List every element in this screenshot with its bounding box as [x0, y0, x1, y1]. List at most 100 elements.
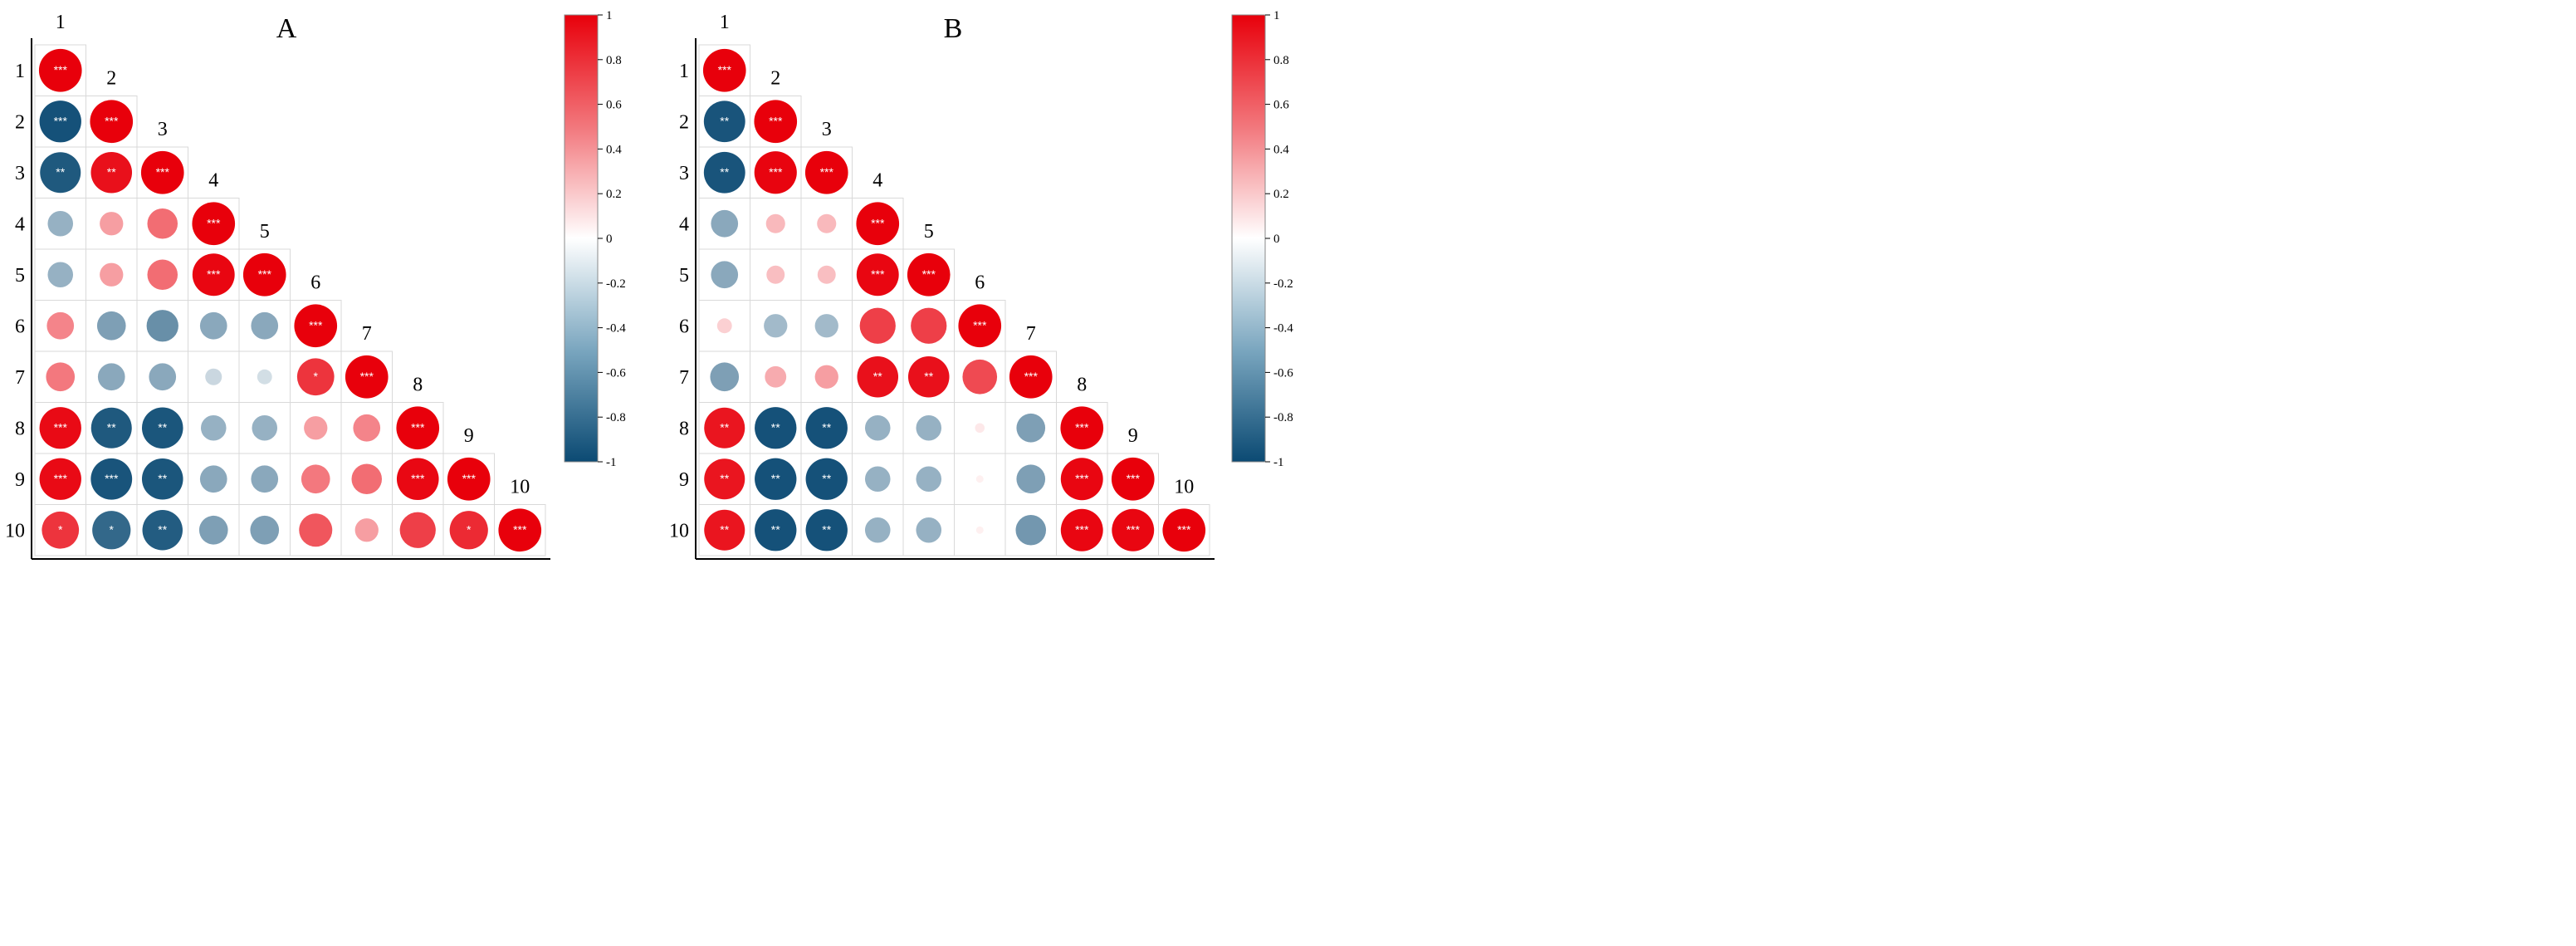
correlation-circle-10-1	[704, 509, 745, 551]
correlation-circle-4-1	[711, 209, 739, 238]
significance-stars: ***	[54, 420, 68, 434]
column-label: 3	[822, 119, 832, 140]
panel-title: B	[944, 13, 963, 44]
colorbar-tick-label: 0.8	[606, 54, 622, 67]
column-label: 8	[413, 375, 423, 396]
correlation-circle-7-4	[857, 355, 899, 398]
correlation-circle-3-1	[703, 151, 745, 194]
correlation-circle-8-3	[141, 407, 183, 449]
colorbar-tick-label: 0.4	[606, 143, 622, 156]
significance-stars: ***	[871, 267, 885, 281]
correlation-circle-10-6	[975, 526, 984, 534]
correlation-circle-9-3	[805, 458, 848, 500]
grid-cell	[1158, 504, 1210, 556]
correlation-circle-10-8	[399, 512, 436, 548]
significance-stars: ***	[922, 267, 936, 281]
correlation-circle-10-3	[142, 510, 183, 551]
correlation-circle-6-4	[199, 311, 227, 340]
correlation-circle-6-2	[764, 314, 788, 338]
colorbar-tick-label: 0.2	[606, 188, 622, 201]
significance-stars: **	[924, 370, 933, 383]
correlation-circle-4-3	[817, 213, 837, 233]
significance-stars: **	[873, 370, 882, 383]
significance-stars: ***	[973, 318, 987, 331]
correlation-circle-8-6	[975, 423, 985, 434]
correlation-circle-9-3	[141, 458, 183, 500]
correlation-circle-1-1	[702, 48, 746, 92]
correlation-circle-9-5	[251, 465, 279, 493]
significance-stars: ***	[411, 472, 425, 485]
correlation-circle-9-7	[1016, 464, 1046, 494]
correlation-circle-8-4	[200, 414, 227, 441]
correlation-circle-8-7	[353, 414, 381, 442]
correlation-circle-9-9	[447, 457, 491, 501]
correlation-circle-6-5	[911, 307, 947, 344]
significance-stars: ***	[258, 267, 272, 281]
significance-stars: ***	[54, 114, 68, 127]
row-label: 3	[679, 163, 689, 184]
correlation-circle-10-10	[498, 508, 542, 552]
correlation-panel-b: B***** ***** *** ********* ******** ** ***** **…	[669, 9, 1293, 560]
correlation-circle-3-2	[754, 151, 797, 194]
correlation-circle-4-3	[147, 208, 178, 239]
significance-stars: *	[467, 522, 472, 536]
colorbar-tick-label: -0.4	[1273, 322, 1293, 336]
correlation-circle-10-1	[42, 511, 80, 549]
row-label: 1	[679, 61, 689, 82]
correlation-circle-4-1	[47, 210, 74, 237]
row-label: 7	[679, 367, 689, 389]
correlation-circle-9-4	[864, 466, 891, 493]
significance-stars: **	[771, 522, 780, 536]
significance-stars: ***	[718, 63, 732, 76]
correlation-circle-6-2	[96, 311, 126, 341]
correlation-circle-10-3	[805, 509, 848, 551]
correlation-circle-6-1	[46, 311, 75, 340]
row-label: 6	[15, 316, 25, 337]
panel-title: A	[276, 13, 297, 44]
correlation-circle-9-1	[39, 458, 81, 500]
column-label: 3	[158, 119, 168, 140]
row-label: 7	[15, 367, 25, 389]
colorbar	[564, 14, 599, 463]
significance-stars: ***	[360, 370, 374, 383]
correlation-circle-10-9	[1112, 508, 1155, 551]
correlation-circle-3-2	[90, 151, 133, 194]
row-label: 1	[15, 61, 25, 82]
correlation-circle-10-8	[1060, 508, 1103, 551]
row-label: 9	[679, 469, 689, 491]
correlation-panel-a: A****** ***** ** ********* ******* ****** ** **…	[5, 9, 626, 560]
colorbar-tick-label: 0	[1273, 233, 1280, 246]
significance-stars: **	[107, 420, 116, 434]
correlation-circle-9-4	[199, 465, 227, 493]
significance-stars: ***	[54, 63, 68, 76]
correlation-circle-5-5	[907, 252, 951, 297]
column-label: 5	[924, 221, 934, 243]
correlation-circle-6-4	[859, 307, 896, 344]
correlation-circle-9-8	[1060, 458, 1103, 501]
column-label: 9	[1128, 425, 1138, 447]
colorbar-tick-label: -0.6	[606, 366, 626, 380]
column-label: 7	[1026, 323, 1036, 345]
significance-stars: **	[720, 472, 729, 485]
correlation-circle-2-2	[754, 100, 798, 144]
significance-stars: ***	[769, 114, 783, 127]
column-label: 2	[770, 68, 780, 90]
significance-stars: **	[822, 472, 831, 485]
column-label: 6	[975, 272, 985, 294]
colorbar-tick-label: 0.2	[1273, 188, 1289, 201]
correlation-circle-2-1	[39, 100, 81, 143]
correlation-circle-9-9	[1111, 457, 1155, 501]
significance-stars: **	[771, 420, 780, 434]
correlation-circle-10-7	[354, 518, 379, 542]
correlation-circle-10-4	[864, 517, 891, 543]
significance-stars: ***	[769, 165, 783, 179]
colorbar-tick-label: -0.2	[606, 277, 626, 291]
significance-stars: **	[158, 420, 167, 434]
correlation-circle-2-1	[703, 100, 745, 143]
correlation-circle-4-4	[856, 202, 900, 246]
row-label: 10	[669, 520, 689, 542]
colorbar-tick-label: -0.8	[606, 411, 626, 424]
colorbar-tick-label: 0.4	[1273, 143, 1289, 156]
significance-stars: ***	[462, 472, 477, 485]
significance-stars: **	[822, 420, 831, 434]
